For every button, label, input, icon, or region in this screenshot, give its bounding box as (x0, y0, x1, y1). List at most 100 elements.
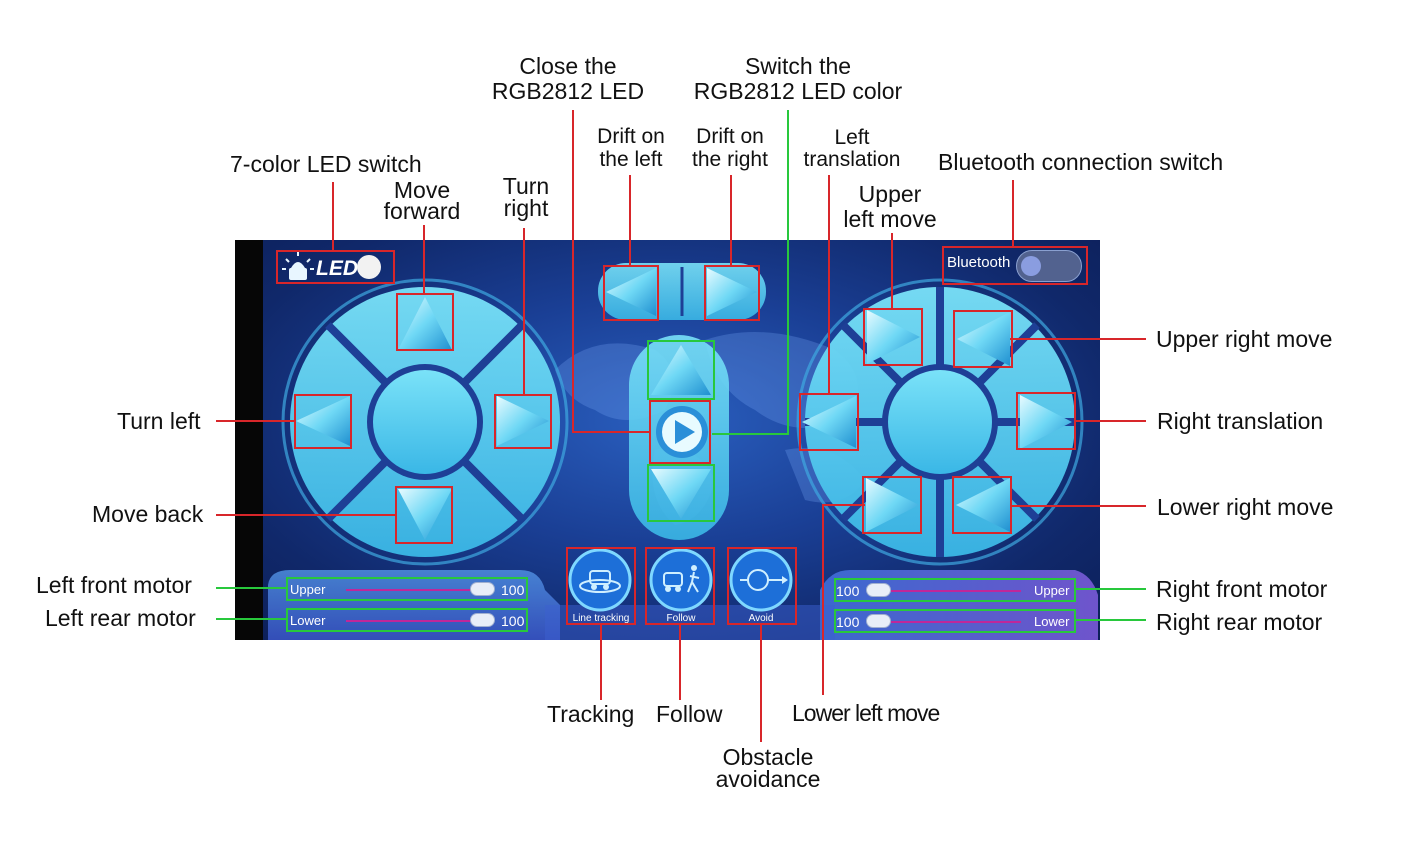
annotation-line: Turn (502, 173, 550, 199)
left-front-motor-highlight (286, 577, 528, 601)
annotation-line: avoidance (715, 766, 821, 792)
annotation-line: the left (599, 148, 663, 171)
line-tracking-icon (568, 548, 632, 612)
annotation-turn-right: Turn right (488, 173, 564, 220)
slider-thumb[interactable] (470, 613, 495, 627)
annotation-lower-left-move: Lower left move (792, 700, 940, 726)
slider-thumb[interactable] (470, 582, 495, 596)
annotation-line: forward (383, 198, 461, 224)
slider-label: Lower (290, 613, 326, 628)
left-rear-motor-highlight (286, 608, 528, 632)
annotation-switch-led-color: Switch the RGB2812 LED color (678, 54, 918, 104)
right-front-motor-highlight (834, 578, 1076, 602)
annotation-upper-left-move: Upper left move (830, 182, 950, 232)
slider-thumb[interactable] (866, 614, 891, 628)
slider-value: 100 (501, 582, 525, 598)
left-translation-button[interactable] (799, 393, 859, 451)
annotation-line: Drift on (696, 125, 764, 148)
slider-track[interactable] (891, 621, 1021, 623)
annotation-right-front-motor: Right front motor (1156, 576, 1328, 602)
left-rear-motor-slider[interactable]: Lower 100 (288, 609, 526, 631)
slider-thumb[interactable] (866, 583, 891, 597)
move-forward-button[interactable] (396, 293, 454, 351)
back-arrow (398, 489, 452, 540)
left-translation-arrow (802, 396, 856, 448)
annotation-obstacle-avoidance: Obstacle avoidance (700, 744, 836, 792)
move-back-button[interactable] (395, 486, 453, 544)
drift-left-arrow (606, 268, 656, 316)
annotation-led-switch: 7-color LED switch (230, 151, 422, 177)
avoid-button[interactable] (727, 547, 797, 625)
left-front-motor-slider[interactable]: Upper 100 (288, 578, 526, 600)
line-tracking-label: Line tracking (572, 613, 630, 624)
upper-right-move-button[interactable] (953, 310, 1013, 368)
led-color-down-arrow (651, 469, 711, 519)
slider-value: 100 (836, 614, 860, 630)
lower-right-move-arrow (956, 478, 1010, 532)
annotation-close-led: Close the RGB2812 LED (468, 54, 668, 104)
upper-right-move-arrow (957, 312, 1010, 366)
lower-left-move-button[interactable] (862, 476, 922, 534)
bluetooth-label: Bluetooth (947, 254, 1011, 271)
siren-icon (282, 252, 314, 280)
annotation-line: RGB2812 LED (491, 78, 645, 104)
right-translation-button[interactable] (1016, 392, 1076, 450)
lower-left-move-arrow (866, 478, 919, 532)
slider-label: Upper (290, 582, 326, 597)
slider-track[interactable] (346, 620, 486, 622)
annotation-left-rear-motor: Left rear motor (45, 605, 196, 631)
turn-left-button[interactable] (294, 394, 352, 449)
led-color-up-button[interactable] (647, 340, 715, 400)
center-bottom-strip (545, 605, 835, 640)
led-label: LED (316, 257, 358, 280)
annotation-line: Move (393, 177, 451, 203)
avoid-icon (729, 548, 793, 612)
slider-value: 100 (836, 583, 860, 599)
annotation-bluetooth-switch: Bluetooth connection switch (938, 149, 1224, 175)
annotation-line: Upper (858, 181, 922, 207)
bluetooth-toggle[interactable] (1016, 250, 1082, 282)
annotation-tracking: Tracking (547, 701, 635, 727)
bluetooth-toggle-knob[interactable] (1021, 256, 1041, 276)
slider-label: Upper (1034, 583, 1070, 598)
upper-left-move-arrow (867, 310, 920, 364)
annotation-line: left move (843, 206, 937, 232)
turn-right-button[interactable] (494, 394, 552, 449)
slider-track[interactable] (346, 589, 486, 591)
drift-right-arrow (707, 268, 757, 316)
annotation-right-translation: Right translation (1157, 408, 1324, 434)
left-black-bar (235, 240, 263, 640)
lower-right-move-button[interactable] (952, 476, 1012, 534)
follow-label: Follow (666, 613, 696, 624)
follow-button[interactable] (645, 547, 715, 625)
annotation-line: Left (834, 126, 870, 149)
annotation-upper-right-move: Upper right move (1156, 326, 1333, 352)
drift-right-button[interactable] (704, 265, 760, 321)
annotation-drift-right: Drift on the right (672, 125, 788, 171)
line-tracking-button[interactable] (566, 547, 636, 625)
led-toggle[interactable] (357, 255, 381, 279)
annotation-left-front-motor: Left front motor (36, 572, 192, 598)
upper-left-move-button[interactable] (863, 308, 923, 366)
led-color-up-arrow (651, 345, 711, 395)
annotation-lower-right-move: Lower right move (1157, 494, 1334, 520)
annotation-turn-left: Turn left (117, 408, 201, 434)
right-front-motor-slider[interactable]: 100 Upper (836, 579, 1074, 601)
right-translation-arrow (1020, 395, 1072, 449)
slider-track[interactable] (891, 590, 1021, 592)
annotation-line: the right (692, 148, 768, 171)
close-led-button[interactable] (649, 400, 711, 464)
annotation-line: Drift on (597, 125, 665, 148)
follow-icon (649, 548, 713, 612)
annotation-drift-left: Drift on the left (575, 125, 687, 171)
led-color-down-button[interactable] (647, 464, 715, 522)
annotation-right-rear-motor: Right rear motor (1156, 609, 1323, 635)
right-rear-motor-highlight (834, 609, 1076, 633)
led-switch-highlight (276, 250, 395, 284)
annotation-line: translation (803, 148, 901, 171)
drift-left-button[interactable] (603, 265, 659, 321)
annotation-move-forward: Move forward (366, 177, 478, 224)
right-rear-motor-slider[interactable]: 100 Lower (836, 610, 1074, 632)
annotation-line: Obstacle (722, 744, 814, 770)
red-callout-lines (216, 110, 1146, 742)
